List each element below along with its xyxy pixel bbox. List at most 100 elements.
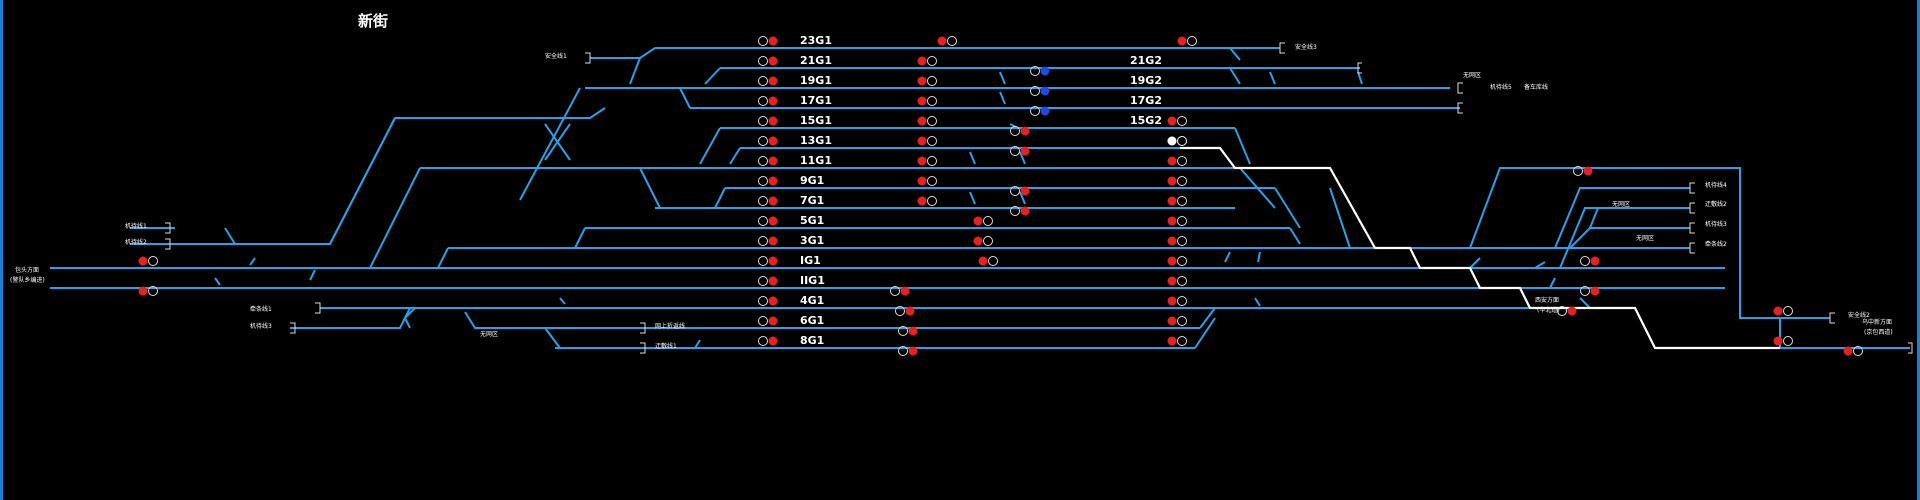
- buffer-stops: [165, 42, 1913, 354]
- annotation-label: 西安方面: [1535, 296, 1559, 304]
- signal-icon[interactable]: [1773, 306, 1793, 316]
- signal-icon[interactable]: [917, 116, 937, 126]
- signal-icon[interactable]: [758, 316, 778, 326]
- signal-icon[interactable]: [898, 346, 918, 356]
- track-labels-right: 21G2 19G2 17G2 15G2: [1130, 54, 1162, 127]
- signal-icon[interactable]: [758, 256, 778, 266]
- annotation-label: 安全线2: [1848, 311, 1870, 319]
- annotation-label: 机待线3: [250, 322, 272, 330]
- signal-icon[interactable]: [758, 196, 778, 206]
- annotation-label: 包头方面: [15, 266, 39, 274]
- signal-icon[interactable]: [917, 56, 937, 66]
- track-label: 21G1: [800, 54, 832, 67]
- signal-icon[interactable]: [1167, 256, 1187, 266]
- annotation-label: 无网区: [480, 331, 498, 338]
- signal-icon[interactable]: [917, 176, 937, 186]
- signal-icon[interactable]: [758, 56, 778, 66]
- safety-line1: [590, 47, 656, 59]
- signal-icon[interactable]: [1167, 216, 1187, 226]
- signal-icon[interactable]: [917, 136, 937, 146]
- signal-icon[interactable]: [895, 306, 915, 316]
- track-label: 6G1: [800, 314, 824, 327]
- signal-icon[interactable]: [758, 76, 778, 86]
- signal-icon[interactable]: [758, 216, 778, 226]
- signal-icon[interactable]: [978, 256, 998, 266]
- signal-icon[interactable]: [758, 96, 778, 106]
- signal-icon[interactable]: [898, 326, 918, 336]
- signal-icon[interactable]: [758, 236, 778, 246]
- signal-icon[interactable]: [1177, 36, 1197, 46]
- signal-icon[interactable]: [973, 236, 993, 246]
- signal-icon[interactable]: [758, 116, 778, 126]
- annotation-label: 无网区: [1636, 235, 1654, 242]
- signal-icon[interactable]: [1557, 306, 1577, 316]
- annotation-label: 安全线1: [545, 52, 567, 60]
- annotation-label: 网上折返线: [655, 322, 685, 330]
- signal-icon[interactable]: [917, 96, 937, 106]
- signal-icon[interactable]: [1167, 136, 1187, 146]
- signal-icon[interactable]: [1010, 146, 1030, 156]
- station-tracks: [50, 47, 1725, 349]
- frame-right-edge: [1917, 0, 1920, 500]
- signal-icon[interactable]: [1167, 236, 1187, 246]
- annotation-label: (警队乡编进): [10, 276, 45, 284]
- signals: [138, 36, 1863, 356]
- signal-icon[interactable]: [937, 36, 957, 46]
- track-label: IG1: [800, 254, 821, 267]
- track-label: 13G1: [800, 134, 832, 147]
- signal-icon[interactable]: [1573, 166, 1593, 176]
- track-label: 15G2: [1130, 114, 1162, 127]
- signal-icon[interactable]: [1580, 256, 1600, 266]
- annotation-label: 机待线5: [1490, 83, 1512, 91]
- signal-icon[interactable]: [758, 156, 778, 166]
- signal-icon[interactable]: [1167, 276, 1187, 286]
- frame-left-edge: [0, 0, 3, 500]
- active-route: [1180, 146, 1780, 350]
- signal-icon[interactable]: [138, 256, 158, 266]
- signal-icon[interactable]: [1167, 156, 1187, 166]
- signal-icon[interactable]: [1167, 116, 1187, 126]
- signal-icon[interactable]: [1167, 296, 1187, 306]
- signal-icon[interactable]: [1843, 346, 1863, 356]
- annotation-label: 乌中新方面: [1862, 318, 1892, 326]
- signal-icon[interactable]: [758, 136, 778, 146]
- annotation-label: 机待线4: [1705, 181, 1727, 189]
- signal-icon[interactable]: [1167, 176, 1187, 186]
- signal-icon[interactable]: [1010, 126, 1030, 136]
- annotation-label: 机待线3: [1705, 220, 1727, 228]
- signal-icon[interactable]: [1580, 286, 1600, 296]
- annotation-label: (京包西道): [1864, 328, 1893, 336]
- signal-icon[interactable]: [1010, 206, 1030, 216]
- track-label: IIG1: [800, 274, 825, 287]
- signal-icon[interactable]: [890, 286, 910, 296]
- signal-icon[interactable]: [1773, 336, 1793, 346]
- annotation-label: 安全线3: [1295, 43, 1317, 51]
- signal-icon[interactable]: [917, 156, 937, 166]
- track-label: 21G2: [1130, 54, 1162, 67]
- annotation-label: 牵条线1: [250, 305, 272, 313]
- signal-icon[interactable]: [917, 76, 937, 86]
- signal-icon[interactable]: [758, 36, 778, 46]
- signal-icon[interactable]: [138, 286, 158, 296]
- signal-icon[interactable]: [758, 336, 778, 346]
- signal-icon[interactable]: [973, 216, 993, 226]
- annotation-label: 机待线2: [125, 238, 147, 246]
- track-label: 9G1: [800, 174, 824, 187]
- track-label: 23G1: [800, 34, 832, 47]
- signal-icon[interactable]: [917, 196, 937, 206]
- signal-icon[interactable]: [1030, 86, 1050, 96]
- signal-icon[interactable]: [1167, 336, 1187, 346]
- signal-icon[interactable]: [758, 276, 778, 286]
- signal-icon[interactable]: [1010, 186, 1030, 196]
- annotation-label: 迂敷线1: [655, 342, 677, 350]
- signal-icon[interactable]: [758, 296, 778, 306]
- signal-icon[interactable]: [1167, 196, 1187, 206]
- signal-icon[interactable]: [1167, 316, 1187, 326]
- signal-icon[interactable]: [758, 176, 778, 186]
- track-label: 7G1: [800, 194, 824, 207]
- signal-icon[interactable]: [1030, 106, 1050, 116]
- signal-icon[interactable]: [1030, 66, 1050, 76]
